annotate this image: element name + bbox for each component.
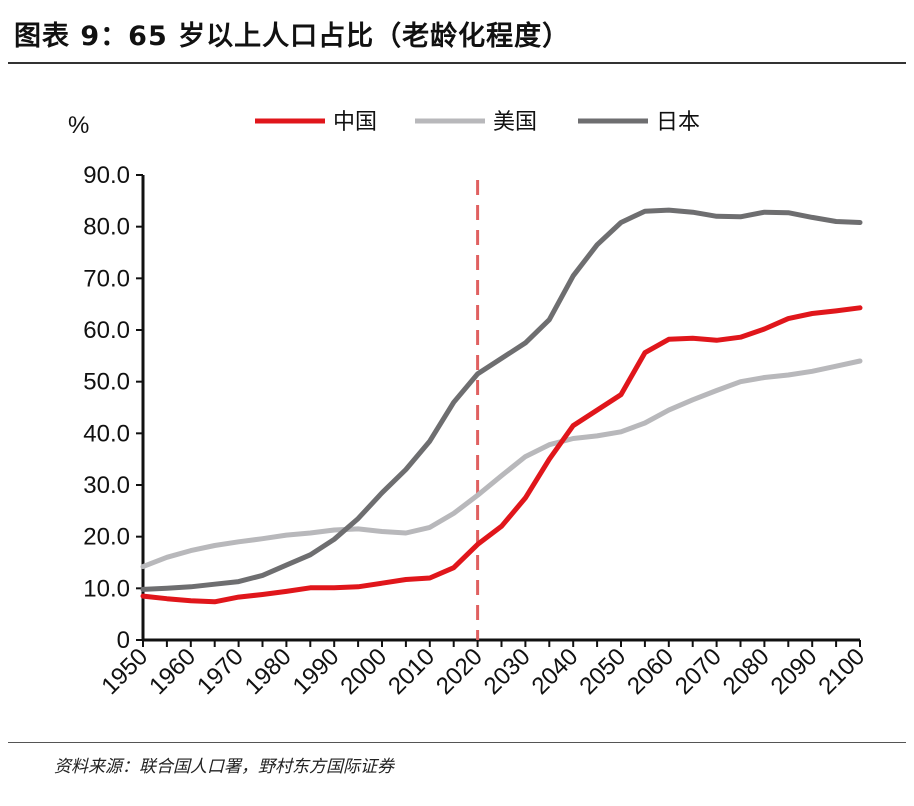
source-divider — [8, 742, 906, 743]
legend: 中国 美国 日本 — [255, 110, 700, 135]
y-tick-label: 20.0 — [83, 524, 130, 551]
line-chart: % 中国 美国 日本 0 10.0 20.0 30.0 40.0 50.0 60.0 70.0 80… — [68, 110, 870, 700]
x-tick-label: 2040 — [527, 643, 584, 700]
x-tick-label: 1980 — [240, 643, 297, 700]
axes: 0 10.0 20.0 30.0 40.0 50.0 60.0 70.0 80.0 90.0 195… — [83, 162, 870, 700]
y-tick-label: 80.0 — [83, 214, 130, 241]
source-note: 资料来源：联合国人口署，野村东方国际证券 — [54, 757, 394, 777]
x-tick-label: 2000 — [335, 643, 392, 700]
x-tick-label: 1960 — [144, 643, 201, 700]
y-tick-label: 10.0 — [83, 575, 130, 602]
x-tick-label: 1970 — [192, 643, 249, 700]
x-tick-label: 2060 — [622, 643, 679, 700]
series-line-0 — [140, 305, 863, 605]
x-tick-label: 1950 — [96, 643, 153, 700]
x-tick-label: 2090 — [766, 643, 823, 700]
series-lines — [140, 207, 863, 605]
series-line-1 — [140, 358, 863, 570]
x-tick-label: 2100 — [813, 643, 870, 700]
y-tick-label: 40.0 — [83, 420, 130, 447]
legend-label-1: 美国 — [493, 110, 537, 135]
y-tick-label: 60.0 — [83, 317, 130, 344]
y-tick-label: 70.0 — [83, 265, 130, 292]
x-tick-label: 2010 — [383, 643, 440, 700]
y-tick-label: 90.0 — [83, 162, 130, 189]
x-tick-label: 2020 — [431, 643, 488, 700]
legend-label-0: 中国 — [333, 110, 377, 135]
title-divider — [8, 62, 906, 64]
chart-title: 图表 9：65 岁以上人口占比（老龄化程度） — [14, 21, 571, 52]
y-tick-label: 0 — [117, 627, 130, 654]
x-tick-label: 2050 — [574, 643, 631, 700]
y-tick-label: 50.0 — [83, 369, 130, 396]
x-tick-label: 2030 — [479, 643, 536, 700]
y-tick-label: 30.0 — [83, 472, 130, 499]
y-axis-label: % — [68, 112, 89, 139]
series-line-2 — [140, 207, 863, 592]
x-tick-label: 2080 — [718, 643, 775, 700]
x-tick-label: 2070 — [670, 643, 727, 700]
x-tick-label: 1990 — [288, 643, 345, 700]
legend-label-2: 日本 — [656, 110, 700, 135]
